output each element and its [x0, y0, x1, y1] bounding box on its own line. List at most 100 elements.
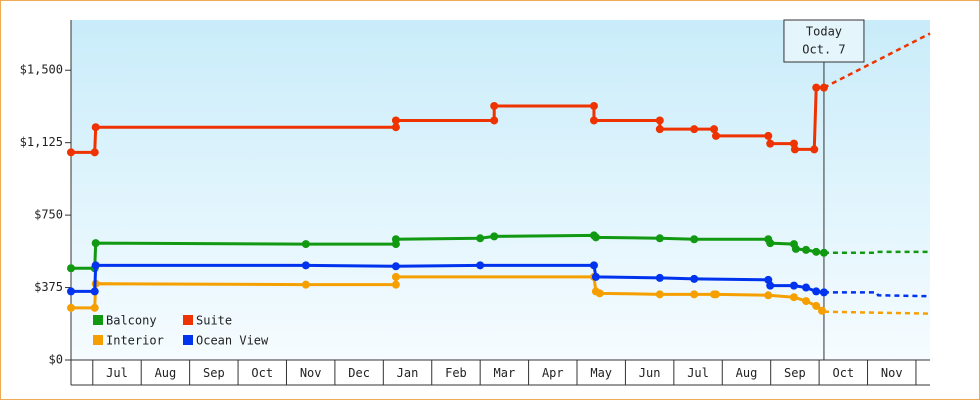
point: [810, 145, 819, 154]
point: [589, 101, 598, 110]
point: [90, 148, 99, 157]
point: [490, 232, 499, 241]
point: [589, 261, 598, 270]
point: [67, 264, 75, 273]
point: [766, 139, 775, 148]
point: [818, 306, 827, 315]
point: [690, 125, 699, 134]
x-tick-label: Oct: [251, 366, 273, 380]
point: [812, 301, 821, 310]
point: [476, 261, 485, 270]
point: [764, 131, 773, 140]
x-tick-label: Mar: [494, 366, 516, 380]
point: [690, 274, 699, 283]
point: [476, 234, 485, 243]
point: [301, 280, 310, 289]
x-tick-label: Jul: [106, 366, 128, 380]
today-box: [783, 19, 865, 63]
layer: $0 $375 $750 $1,125 $1,500 Jul Aug Sep Oct Nov Dec…: [20, 19, 931, 386]
point: [301, 240, 310, 249]
x-tick-label: Jul: [687, 366, 709, 380]
x-tick-label: Jun: [639, 366, 661, 380]
point: [90, 287, 99, 296]
point: [789, 281, 798, 290]
y-tick-label: $1,125: [20, 135, 63, 149]
point: [802, 245, 811, 254]
y-tick-label: $1,500: [20, 63, 63, 77]
point: [766, 239, 775, 248]
x-tick-label: May: [590, 366, 612, 380]
point: [812, 247, 821, 256]
x-tick-label: Nov: [300, 366, 322, 380]
forecast-line: [823, 291, 931, 298]
legend-swatch: [183, 315, 193, 325]
point: [802, 283, 811, 292]
legend-label: Interior: [106, 334, 164, 348]
point: [391, 235, 400, 244]
point: [591, 272, 600, 281]
point: [91, 239, 100, 248]
point: [812, 287, 821, 296]
point: [791, 244, 800, 253]
point: [819, 248, 828, 257]
x-tick-label: Aug: [736, 366, 758, 380]
legend-swatch: [93, 315, 103, 325]
point: [490, 116, 499, 125]
x-tick-label: Oct: [832, 366, 854, 380]
plot-area: [71, 20, 930, 360]
point: [655, 234, 664, 243]
forecast-line: [823, 32, 931, 89]
point: [391, 280, 400, 289]
point: [812, 83, 821, 92]
x-tick-label: Apr: [542, 366, 564, 380]
point: [67, 148, 75, 157]
y-tick-label: $375: [34, 280, 63, 294]
point: [655, 290, 664, 299]
x-tick-label: Sep: [784, 366, 806, 380]
legend-swatch: [93, 335, 103, 345]
point: [595, 289, 604, 298]
point: [391, 116, 400, 125]
point: [591, 233, 600, 242]
legend-label: Suite: [196, 314, 232, 328]
point: [67, 303, 75, 312]
point: [711, 131, 720, 140]
point: [391, 123, 400, 132]
point: [655, 273, 664, 282]
point: [802, 297, 811, 306]
point: [789, 293, 798, 302]
today-label: Today: [806, 25, 842, 39]
point: [655, 116, 664, 125]
legend-label: Balcony: [106, 314, 157, 328]
today-label: Oct. 7: [802, 43, 845, 57]
point: [391, 262, 400, 271]
point: [655, 125, 664, 134]
point: [589, 116, 598, 125]
point: [790, 145, 799, 154]
point: [67, 287, 75, 296]
legend-label: Ocean View: [196, 334, 269, 348]
y-tick-label: $750: [34, 208, 63, 222]
x-tick-label: Jan: [397, 366, 419, 380]
point: [490, 101, 499, 110]
point: [391, 272, 400, 281]
point: [766, 281, 775, 290]
point: [710, 125, 719, 134]
y-tick-label: $0: [49, 353, 63, 367]
legend-swatch: [183, 335, 193, 345]
point: [91, 261, 100, 270]
point: [819, 288, 828, 297]
series-line: [71, 263, 825, 294]
point: [819, 83, 828, 92]
point: [764, 291, 773, 300]
point: [711, 290, 720, 299]
point: [690, 235, 699, 244]
point: [91, 123, 100, 132]
x-tick-label: Nov: [881, 366, 903, 380]
x-tick-label: Dec: [348, 366, 370, 380]
point: [301, 261, 310, 270]
x-tick-label: Sep: [203, 366, 225, 380]
point: [90, 303, 99, 312]
